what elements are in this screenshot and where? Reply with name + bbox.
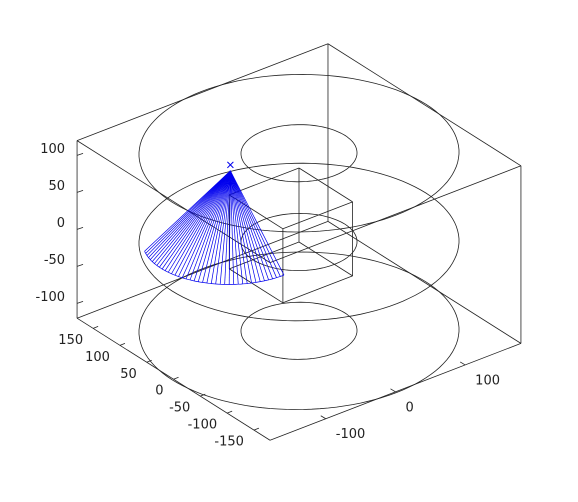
cone-line	[206, 170, 231, 284]
cone-line	[228, 170, 231, 285]
ring	[240, 301, 358, 360]
x-tick-label: -50	[169, 401, 190, 416]
x-tick	[173, 376, 179, 380]
cone-line	[156, 170, 231, 266]
cube-edge	[282, 201, 353, 230]
box-edge	[269, 165, 522, 264]
x-tick-label: -100	[188, 418, 218, 433]
z-tick-label: 0	[57, 216, 65, 231]
cone-line	[210, 170, 231, 284]
cone-line	[230, 170, 281, 277]
cone-line	[230, 170, 248, 284]
cone-base	[144, 251, 285, 285]
box-edge	[327, 221, 522, 344]
cone-line	[230, 170, 257, 283]
cone-line	[230, 170, 261, 282]
cube-edge	[298, 241, 353, 277]
ring	[138, 162, 460, 322]
cone-line	[145, 170, 231, 254]
ring	[138, 251, 460, 411]
cone-line	[151, 170, 231, 262]
y-tick	[320, 415, 326, 420]
cone-line	[154, 170, 231, 264]
x-tick-label: 50	[120, 367, 137, 382]
cone-line	[215, 170, 231, 285]
ring	[138, 73, 460, 233]
y-tick	[459, 361, 466, 366]
cone-line	[230, 170, 244, 284]
box-edge	[76, 43, 329, 141]
cone-line	[161, 170, 231, 270]
cone-line	[230, 170, 277, 278]
cone-line	[230, 170, 285, 276]
cone-line	[148, 170, 231, 258]
z-tick	[76, 264, 84, 267]
x-tick	[146, 359, 152, 363]
z-tick	[76, 190, 84, 193]
y-tick	[390, 388, 396, 393]
cone-line	[224, 170, 231, 285]
x-tick-label: 100	[85, 350, 110, 365]
x-tick	[200, 393, 206, 397]
cone-line	[230, 170, 273, 279]
x-tick	[226, 410, 233, 414]
cone-line	[159, 170, 231, 268]
cone-line	[197, 170, 231, 282]
x-tick	[92, 325, 99, 329]
cone-line	[171, 170, 231, 274]
z-tick-label: -100	[36, 290, 66, 305]
z-tick	[76, 153, 84, 156]
cone-line	[174, 170, 231, 276]
cone-line	[230, 170, 239, 285]
z-tick-label: 100	[40, 142, 65, 157]
cone-line	[193, 170, 231, 281]
cone-line	[146, 170, 231, 256]
cone-line	[230, 170, 252, 284]
cone-line	[230, 170, 265, 281]
y-tick-label: 0	[405, 400, 413, 415]
x-tick-label: 0	[155, 384, 163, 399]
cone-line	[144, 170, 231, 252]
cube-edge	[229, 167, 300, 196]
cone-line	[185, 170, 231, 280]
cone-line	[178, 170, 231, 277]
cone-line	[202, 170, 231, 283]
cone-line	[181, 170, 231, 278]
z-tick-label: -50	[44, 253, 65, 268]
z-tick-label: 50	[49, 179, 66, 194]
cone-line	[230, 170, 269, 280]
cube-edge	[282, 275, 353, 304]
z-tick	[76, 301, 84, 304]
z-tick	[76, 227, 84, 230]
box-edge	[327, 43, 522, 167]
cone-line	[189, 170, 231, 281]
ring	[240, 124, 358, 183]
x-tick	[119, 342, 126, 346]
cone-line	[219, 170, 231, 285]
box-edge	[76, 220, 329, 319]
apex-marker	[227, 161, 234, 169]
cone-line	[164, 170, 231, 271]
cone-line	[167, 170, 231, 273]
y-tick-label: 100	[475, 373, 500, 388]
x-tick	[253, 427, 260, 431]
cube-edge	[298, 167, 353, 203]
x-tick-label: -150	[214, 435, 244, 450]
x-tick-label: 150	[58, 333, 83, 348]
cube-edge	[229, 268, 284, 304]
y-tick-label: -100	[336, 427, 366, 442]
cone-line	[230, 170, 235, 285]
cone-line	[150, 170, 231, 260]
